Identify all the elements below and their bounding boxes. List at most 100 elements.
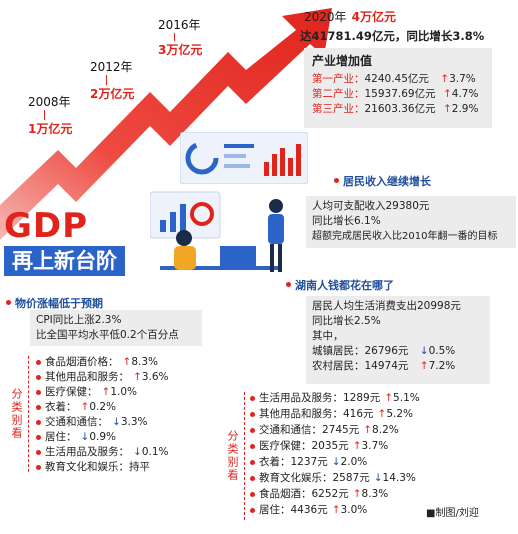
up-arrow-icon: ↑ (80, 401, 90, 413)
down-arrow-icon: ↓ (133, 446, 142, 458)
spending-line: 同比增长2.5% (312, 315, 381, 327)
item-label: 生活用品及服务： (259, 392, 343, 404)
item-value: 6252元 (311, 488, 349, 500)
bullet-icon (334, 178, 339, 183)
list-item: 其他用品和服务： ↑3.6% (36, 370, 169, 385)
item-change: 2.0% (340, 456, 368, 468)
urban-value: 26796元 (364, 345, 409, 357)
prices-box: CPI同比上涨2.3% 比全国平均水平低0.2个百分点 (30, 310, 202, 346)
headline-amount: 4万亿元 (351, 10, 396, 24)
prices-header: 物价涨幅低于预期 (6, 292, 103, 311)
list-item: 食品烟酒价格： ↑8.3% (36, 355, 169, 370)
bullet-icon (250, 475, 255, 481)
down-arrow-icon: ↓ (373, 472, 383, 484)
up-arrow-icon: ↑ (377, 408, 387, 420)
value-added-row: 第三产业：21603.36亿元 ↑2.9% (312, 102, 484, 117)
spending-category-label: 分类别看 (226, 430, 239, 482)
up-arrow-icon: ↑ (352, 440, 362, 452)
item-label: 衣着： (259, 456, 291, 468)
item-change: 8.3% (361, 488, 389, 500)
item-value: 1237元 (290, 456, 328, 468)
bullet-icon (250, 507, 255, 513)
divider (28, 356, 29, 472)
item-value: 4436元 (290, 504, 328, 516)
headline: 2020年 4万亿元 (304, 6, 396, 25)
list-item: 交通和通信：2745元 ↑8.2% (250, 422, 420, 438)
gdp-title: GDP 再上新台阶 (4, 208, 125, 276)
gdp-title-main: GDP (4, 206, 89, 246)
item-value: 1289元 (343, 392, 381, 404)
item-change: 0.2% (89, 401, 116, 413)
list-item: 居住： ↓0.9% (36, 430, 169, 445)
urban-change: 0.5% (428, 345, 456, 357)
bullet-icon (36, 404, 41, 410)
headline-detail: 达41781.49亿元，同比增长3.8% (300, 29, 485, 43)
bullet-icon (250, 491, 255, 497)
down-arrow-icon: ↓ (331, 456, 341, 468)
up-arrow-icon: ↑ (352, 488, 362, 500)
list-item: 其他用品和服务：416元 ↑5.2% (250, 406, 420, 422)
item-change: 5.2% (386, 408, 414, 420)
list-item: 食品烟酒：6252元 ↑8.3% (250, 486, 420, 502)
bullet-icon (250, 395, 255, 401)
spending-header: 湖南人钱都花在哪了 (286, 274, 394, 293)
item-label: 交通和通信： (45, 416, 108, 428)
row-change: 2.9% (451, 103, 479, 115)
bullet-icon (36, 464, 41, 470)
list-item: 生活用品及服务： ↓0.1% (36, 445, 169, 460)
prices-title: 物价涨幅低于预期 (15, 297, 103, 310)
up-arrow-icon: ↑ (442, 103, 452, 115)
item-change: 1.0% (110, 386, 137, 398)
milestone-year: 2012年 (90, 60, 133, 74)
item-label: 医疗保健： (45, 386, 98, 398)
bullet-icon (36, 374, 41, 380)
milestone-year: 2016年 (158, 18, 201, 32)
bullet-icon (250, 411, 255, 417)
spending-box: 居民人均生活消费支出20998元 同比增长2.5% 其中， 城镇居民：26796… (306, 296, 490, 384)
row-label: 第三产业： (312, 103, 365, 115)
milestone-2012: 2012年 2万亿元 (90, 58, 134, 102)
item-value: 2587元 (332, 472, 370, 484)
item-label: 教育文化和娱乐： (45, 461, 129, 473)
up-arrow-icon: ↑ (419, 360, 429, 372)
up-arrow-icon: ↑ (384, 392, 394, 404)
spending-line: 其中， (312, 330, 344, 342)
growth-arrow (0, 8, 332, 240)
prices-list: 食品烟酒价格： ↑8.3% 其他用品和服务： ↑3.6% 医疗保健： ↑1.0% 衣着： ↑0… (36, 355, 169, 475)
list-item: 衣着：1237元 ↓2.0% (250, 454, 420, 470)
bullet-icon (250, 427, 255, 433)
rural-change: 7.2% (428, 360, 456, 372)
value-added-row: 第一产业：4240.45亿元 ↑3.7% (312, 72, 484, 87)
item-label: 医疗保健： (259, 440, 312, 452)
row-value: 15937.69亿元 (364, 88, 436, 100)
item-label: 交通和通信： (259, 424, 322, 436)
bullet-icon (250, 443, 255, 449)
item-change: 3.6% (141, 371, 169, 383)
up-arrow-icon: ↑ (133, 371, 142, 383)
up-arrow-icon: ↑ (442, 88, 452, 100)
list-item: 生活用品及服务：1289元 ↑5.1% (250, 390, 420, 406)
spending-title: 湖南人钱都花在哪了 (295, 279, 394, 292)
prices-category-label: 分类别看 (10, 388, 23, 440)
list-item: 衣着： ↑0.2% (36, 400, 169, 415)
row-change: 3.7% (449, 73, 476, 85)
row-change: 4.7% (451, 88, 479, 100)
row-label: 第二产业： (312, 88, 365, 100)
milestone-amount: 1万亿元 (28, 122, 73, 136)
milestone-year: 2008年 (28, 95, 71, 109)
item-label: 教育文化娱乐： (259, 472, 333, 484)
row-value: 21603.36亿元 (364, 103, 436, 115)
down-arrow-icon: ↓ (419, 345, 429, 357)
spending-rural: 农村居民：14974元 ↑7.2% (312, 359, 484, 374)
bullet-icon (36, 449, 41, 455)
item-change: 0.9% (89, 431, 116, 443)
divider (244, 392, 245, 520)
income-box: 人均可支配收入29380元 同比增长6.1% 超额完成居民收入比2010年翻一番… (306, 196, 516, 248)
bullet-icon (6, 300, 11, 305)
item-label: 衣着： (45, 401, 77, 413)
income-header: 居民收入继续增长 (334, 170, 431, 189)
milestone-amount: 2万亿元 (90, 87, 135, 101)
income-line: 同比增长6.1% (312, 215, 381, 227)
spending-line: 居民人均生活消费支出20998元 (312, 300, 461, 312)
office-illustration (150, 191, 284, 272)
